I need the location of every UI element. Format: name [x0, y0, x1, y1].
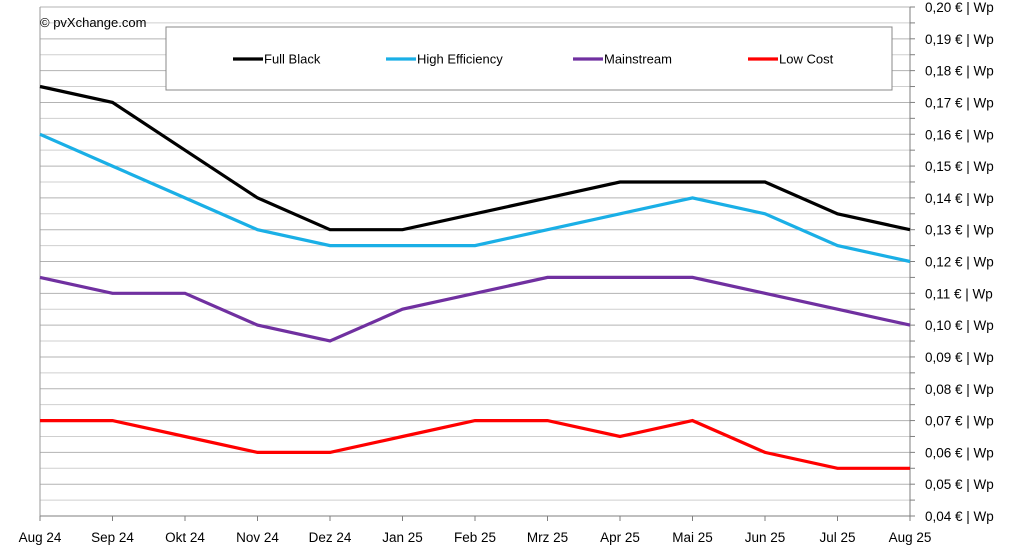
y-tick-label: 0,12 € | Wp — [925, 255, 994, 270]
y-tick-label: 0,11 € | Wp — [925, 286, 993, 301]
x-tick-label: Aug 24 — [19, 530, 62, 545]
x-tick-label: Mrz 25 — [527, 530, 568, 545]
legend-label-mainstream: Mainstream — [604, 52, 672, 67]
y-tick-label: 0,13 € | Wp — [925, 223, 994, 238]
x-tick-label: Sep 24 — [91, 530, 134, 545]
y-tick-label: 0,16 € | Wp — [925, 127, 994, 142]
x-axis-tick-labels: Aug 24 Sep 24 Okt 24 Nov 24 Dez 24 Jan 25 Feb … — [19, 530, 932, 545]
legend: Full Black High Efficiency Mainstream Low C… — [165, 26, 893, 91]
y-tick-label: 0,14 € | Wp — [925, 191, 994, 206]
y-tick-label: 0,09 € | Wp — [925, 350, 994, 365]
y-tick-label: 0,19 € | Wp — [925, 32, 994, 47]
series-line-low-cost — [40, 418, 910, 470]
y-tick-label: 0,06 € | Wp — [925, 445, 994, 460]
legend-label-high-efficiency: High Efficiency — [417, 52, 503, 67]
x-tick-label: Aug 25 — [889, 530, 932, 545]
y-axis-tick-labels: 0,04 € | Wp 0,05 € | Wp 0,06 € | Wp 0,07 € … — [925, 0, 994, 524]
x-tick-label: Jan 25 — [382, 530, 423, 545]
y-tick-label: 0,04 € | Wp — [925, 509, 994, 524]
y-tick-label: 0,17 € | Wp — [925, 95, 994, 110]
y-tick-label: 0,20 € | Wp — [925, 0, 994, 15]
x-tick-label: Dez 24 — [309, 530, 352, 545]
y-tick-label: 0,07 € | Wp — [925, 414, 994, 429]
copyright-text: © pvXchange.com — [40, 15, 146, 30]
y-tick-label: 0,15 € | Wp — [925, 159, 994, 174]
x-tick-label: Mai 25 — [672, 530, 713, 545]
y-tick-label: 0,10 € | Wp — [925, 318, 994, 333]
series-line-mainstream — [39, 275, 911, 343]
x-tick-label: Feb 25 — [454, 530, 496, 545]
y-tick-label: 0,18 € | Wp — [925, 64, 994, 79]
legend-label-low-cost: Low Cost — [779, 52, 834, 67]
x-tick-label: Apr 25 — [600, 530, 640, 545]
x-tick-label: Jul 25 — [819, 530, 855, 545]
series-line-high-efficiency — [39, 132, 911, 264]
series-lines — [39, 84, 911, 470]
y-tick-label: 0,05 € | Wp — [925, 477, 994, 492]
series-line-full-black — [39, 84, 911, 232]
y-tick-label: 0,08 € | Wp — [925, 382, 994, 397]
x-tick-label: Jun 25 — [745, 530, 786, 545]
legend-label-full-black: Full Black — [264, 52, 321, 67]
x-tick-label: Okt 24 — [165, 530, 205, 545]
x-tick-label: Nov 24 — [236, 530, 279, 545]
